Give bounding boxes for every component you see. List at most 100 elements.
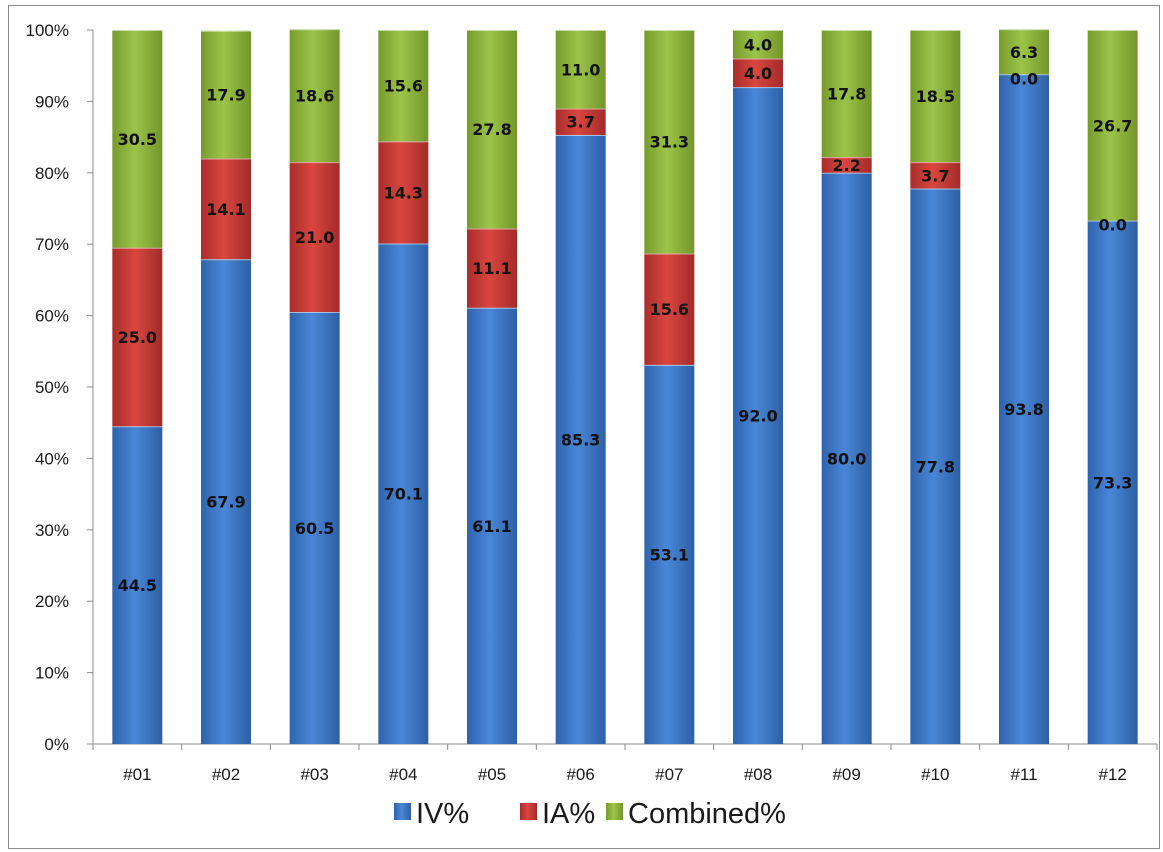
- legend-label: IA%: [542, 798, 595, 830]
- data-label: 73.3: [1093, 473, 1132, 492]
- bar-segment-iv: [201, 259, 251, 744]
- bar-segment-ia: [910, 162, 961, 189]
- data-label: 67.9: [206, 493, 245, 512]
- bar-segment-iv: [999, 74, 1049, 744]
- bar-segment-combined: [644, 30, 695, 254]
- bar-segment-ia: [378, 141, 429, 244]
- bar-segment-iv: [821, 172, 872, 745]
- bar-segment-ia: [201, 158, 251, 260]
- data-label: 77.8: [916, 457, 955, 476]
- bar-segment-combined: [733, 30, 783, 59]
- y-tick-label: 70%: [35, 235, 69, 254]
- data-label: 18.6: [295, 87, 334, 106]
- x-tick-label: #12: [1098, 765, 1126, 784]
- data-label: 80.0: [827, 449, 866, 468]
- axis-layer: 0% 10% 20% 30% 40% 50% 60% 70% 80% 90% 100% #01 #02 #…: [26, 21, 1158, 784]
- bar-segment-combined: [910, 30, 961, 163]
- legend-swatch: [520, 803, 537, 820]
- y-tick-label: 0%: [44, 735, 69, 754]
- data-label: 15.6: [650, 300, 689, 319]
- legend-swatch: [606, 803, 623, 820]
- y-tick-label: 60%: [35, 307, 69, 326]
- y-tick-label: 50%: [35, 378, 69, 397]
- x-tick-label: #03: [300, 765, 328, 784]
- y-tick-label: 40%: [35, 449, 69, 468]
- bar-segment-combined: [1087, 30, 1138, 221]
- bar-segment-iv: [910, 188, 961, 744]
- y-tick-label: 10%: [35, 664, 69, 683]
- legend-label: Combined%: [628, 798, 786, 830]
- x-tick-label: #07: [655, 765, 683, 784]
- x-tick-label: #02: [212, 765, 240, 784]
- bar-segment-combined: [378, 30, 429, 142]
- data-label: 6.3: [1010, 43, 1038, 62]
- data-label: 4.0: [744, 64, 772, 83]
- y-tick-label: 80%: [35, 164, 69, 183]
- bar-segment-iv: [644, 364, 695, 744]
- bar-segment-combined: [289, 29, 340, 163]
- data-label: 85.3: [561, 430, 600, 449]
- bar-segment-ia: [289, 162, 340, 313]
- x-tick-label: #05: [478, 765, 506, 784]
- data-label: 53.1: [650, 545, 689, 564]
- data-label: 0.0: [1010, 69, 1038, 88]
- x-tick-label: #01: [123, 765, 151, 784]
- data-label: 27.8: [472, 120, 511, 139]
- y-tick-label: 30%: [35, 521, 69, 540]
- bar-segment-combined: [467, 30, 517, 229]
- data-label: 92.0: [738, 407, 777, 426]
- bar-segment-ia: [644, 253, 695, 365]
- data-label: 11.0: [561, 60, 600, 79]
- bar-segment-combined: [555, 30, 606, 109]
- legend-label: IV%: [416, 798, 469, 830]
- bar-segment-iv: [555, 134, 606, 744]
- bar-segment-iv: [378, 243, 429, 744]
- bar-segment-ia: [821, 157, 872, 173]
- y-tick-label: 20%: [35, 592, 69, 611]
- data-label: 17.8: [827, 85, 866, 104]
- bar-segment-iv: [1087, 220, 1138, 744]
- data-label: 21.0: [295, 228, 334, 247]
- y-tick-label: 90%: [35, 92, 69, 111]
- data-label: 14.1: [206, 200, 245, 219]
- bar-segment-ia: [555, 108, 606, 135]
- x-tick-label: #11: [1010, 765, 1037, 784]
- data-label: 30.5: [118, 130, 157, 149]
- data-label: 17.9: [206, 86, 245, 105]
- x-tick-label: #10: [921, 765, 949, 784]
- data-label: 93.8: [1004, 400, 1043, 419]
- data-label: 0.0: [1098, 216, 1126, 235]
- data-label: 60.5: [295, 519, 334, 538]
- legend-swatch: [394, 803, 411, 820]
- data-label: 3.7: [921, 166, 949, 185]
- bar-segment-ia: [112, 247, 163, 427]
- data-label: 26.7: [1093, 116, 1132, 135]
- x-tick-label: #04: [389, 765, 417, 784]
- data-label: 15.6: [384, 77, 423, 96]
- data-label: 18.5: [916, 87, 955, 106]
- y-tick-label: 100%: [26, 21, 69, 40]
- data-label: 4.0: [744, 35, 772, 54]
- data-label: 14.3: [384, 183, 423, 202]
- bar-segment-iv: [289, 312, 340, 744]
- data-label: 3.7: [566, 113, 594, 132]
- bar-segment-iv: [467, 307, 517, 744]
- labels-layer: 44.5 25.0 30.5 67.9 14.1 17.9 60.5 21.0 18.6 70.1…: [118, 35, 1133, 595]
- x-tick-label: #06: [566, 765, 594, 784]
- x-tick-label: #09: [832, 765, 860, 784]
- bar-segment-combined: [201, 30, 251, 159]
- bar-segment-iv: [112, 426, 163, 744]
- data-label: 2.2: [832, 156, 860, 175]
- data-label: 11.1: [472, 259, 511, 278]
- data-label: 31.3: [650, 133, 689, 152]
- data-label: 25.0: [118, 328, 157, 347]
- bars-layer: [112, 29, 1138, 745]
- bar-segment-ia: [733, 58, 783, 88]
- bar-segment-ia: [467, 228, 517, 308]
- data-label: 61.1: [472, 517, 511, 536]
- bar-segment-combined: [112, 30, 163, 248]
- x-tick-label: #08: [744, 765, 772, 784]
- bar-segment-combined: [821, 30, 872, 158]
- bar-segment-combined: [999, 29, 1049, 75]
